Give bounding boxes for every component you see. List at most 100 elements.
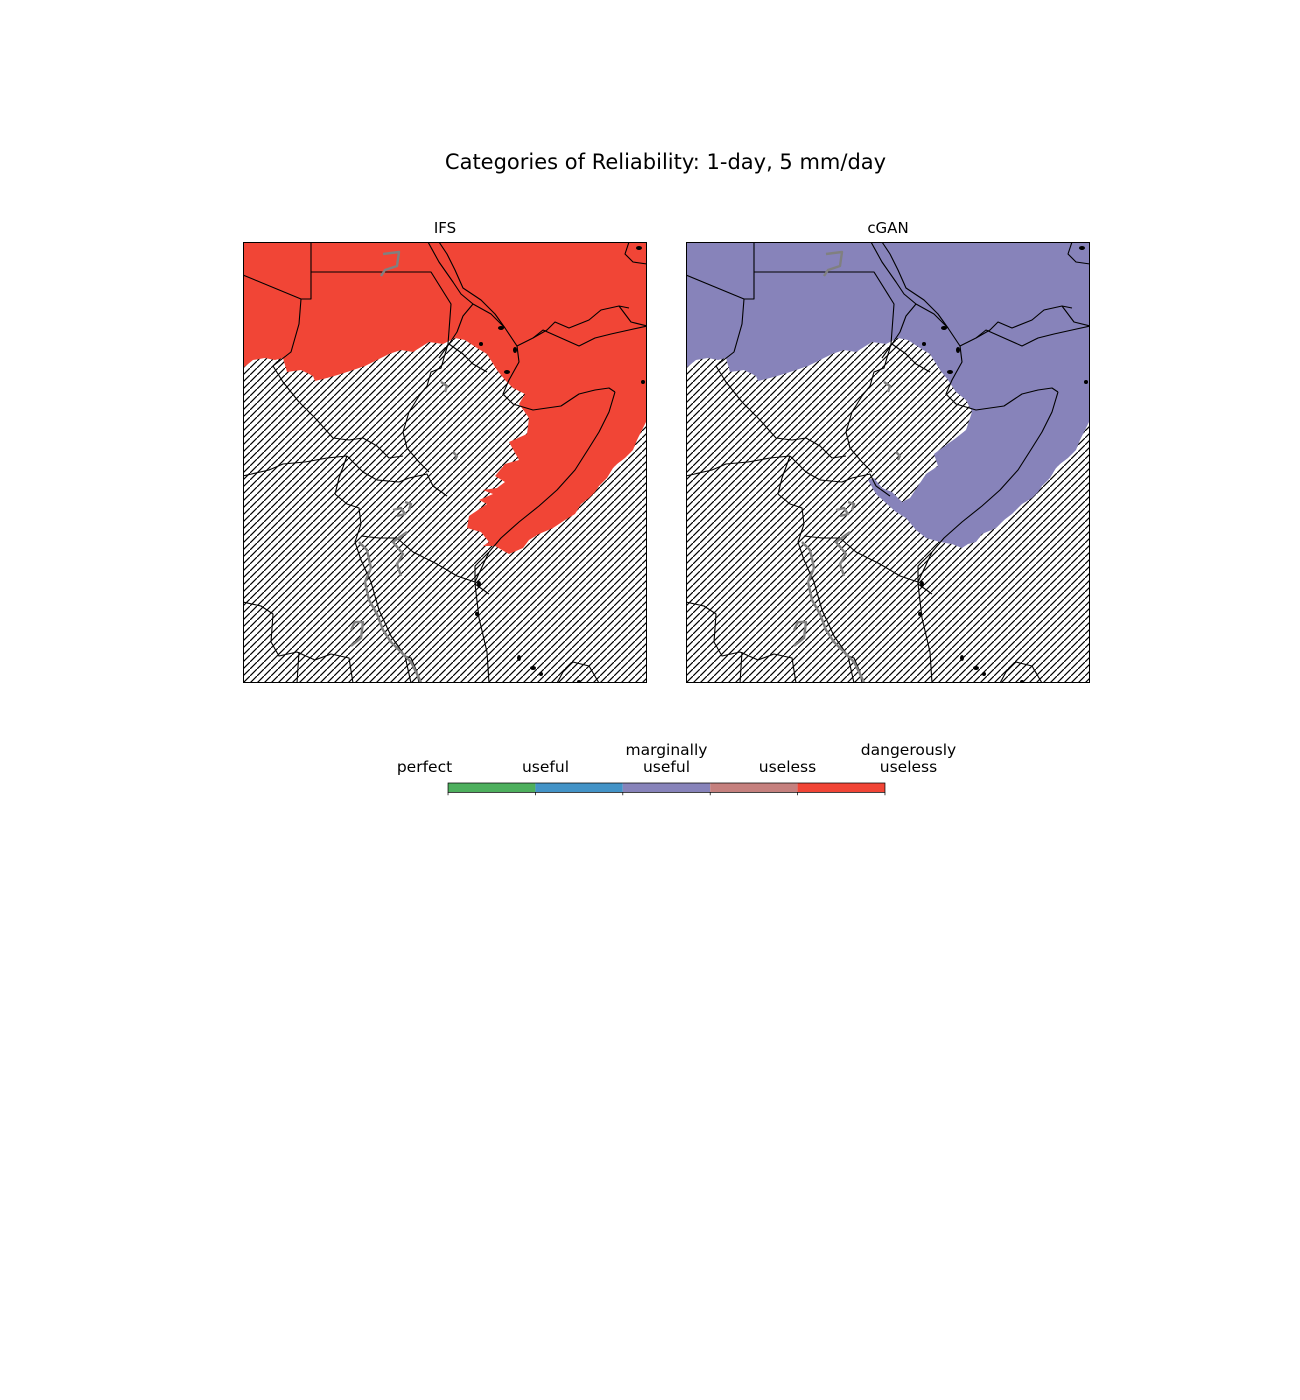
country-border [797, 523, 805, 561]
figure-title: Categories of Reliability: 1-day, 5 mm/d… [444, 150, 887, 174]
lake-outline [358, 541, 423, 683]
country-border [931, 391, 1059, 553]
island [982, 672, 986, 676]
island [513, 347, 517, 353]
legend-label-marginally-line2: useful [642, 758, 691, 776]
colorbar-outline [447, 782, 886, 793]
country-border [334, 455, 362, 525]
country-border [803, 535, 933, 583]
country-border [775, 437, 847, 459]
lake-outline [895, 451, 902, 461]
panel-title-ifs: IFS [433, 219, 457, 237]
colorbar [447, 782, 886, 796]
country-border [739, 651, 743, 683]
country-border [715, 298, 745, 367]
country-border [360, 535, 490, 583]
country-border [891, 343, 931, 373]
lake-outline [835, 506, 850, 518]
map-frame [686, 242, 1090, 683]
country-border [346, 455, 410, 483]
country-border [999, 661, 1043, 683]
map-panel-ifs [243, 242, 647, 683]
country-border [917, 551, 933, 595]
country-border [448, 343, 488, 373]
country-border [332, 437, 404, 459]
country-border [917, 583, 933, 683]
country-border [408, 473, 448, 497]
island [477, 581, 481, 587]
colorbar-segment-useful [535, 783, 623, 793]
lake-outline [440, 381, 449, 393]
country-border [438, 242, 506, 329]
country-border [624, 242, 647, 265]
country-border [488, 391, 616, 553]
legend-label-useless: useless [758, 758, 817, 776]
country-border [243, 455, 348, 477]
country-border [296, 651, 300, 683]
country-border [474, 551, 490, 595]
hatched-region [686, 338, 1090, 683]
lake-outline [380, 250, 401, 277]
lake-outline [392, 506, 407, 518]
country-border [438, 303, 474, 359]
country-border [686, 601, 797, 683]
island [947, 370, 953, 374]
map-frame [243, 242, 647, 683]
island [498, 326, 504, 330]
country-border [715, 365, 777, 439]
island [1079, 246, 1085, 250]
country-border [870, 242, 1059, 411]
island [636, 246, 642, 250]
colorbar-segment-useless [710, 783, 798, 793]
lake-outline [847, 500, 856, 511]
country-border [789, 455, 853, 483]
island [475, 612, 479, 616]
country-border [402, 343, 449, 473]
country-border [1067, 242, 1090, 265]
country-border [845, 343, 892, 473]
legend-label-dangerously-line1: dangerously [860, 741, 957, 759]
island [941, 326, 947, 330]
country-border [803, 559, 855, 683]
island [956, 347, 960, 353]
lake-outline [452, 451, 459, 461]
country-border [272, 298, 302, 367]
country-border [851, 473, 891, 497]
country-border [777, 455, 805, 525]
island [530, 666, 536, 670]
map-cgan [686, 242, 1090, 683]
lake-outline [883, 381, 892, 393]
country-border [474, 583, 490, 683]
island [973, 666, 979, 670]
lake-outline [391, 531, 408, 577]
lake-outline [834, 531, 851, 577]
island [539, 672, 543, 676]
island [641, 380, 645, 384]
country-border [243, 601, 354, 683]
lake-outline [349, 620, 365, 647]
country-border [272, 365, 334, 439]
island [479, 342, 483, 346]
island [918, 612, 922, 616]
country-border [1061, 305, 1090, 327]
country-border [686, 455, 791, 477]
lake-outline [792, 620, 808, 647]
map-ifs [243, 242, 647, 683]
country-border [360, 559, 412, 683]
lake-outline [801, 541, 866, 683]
country-border [618, 305, 647, 327]
country-border [427, 242, 616, 411]
colorbar-segment-useful [622, 783, 711, 793]
country-border [556, 661, 600, 683]
country-border [516, 305, 630, 347]
country-border [881, 242, 949, 329]
country-border [959, 305, 1073, 347]
island [920, 581, 924, 587]
country-border [881, 303, 917, 359]
panel-title-cgan: cGAN [867, 219, 909, 237]
country-border [354, 523, 362, 561]
island [922, 342, 926, 346]
country-border [532, 325, 647, 347]
map-panel-cgan [686, 242, 1090, 683]
hatched-region [243, 338, 647, 683]
